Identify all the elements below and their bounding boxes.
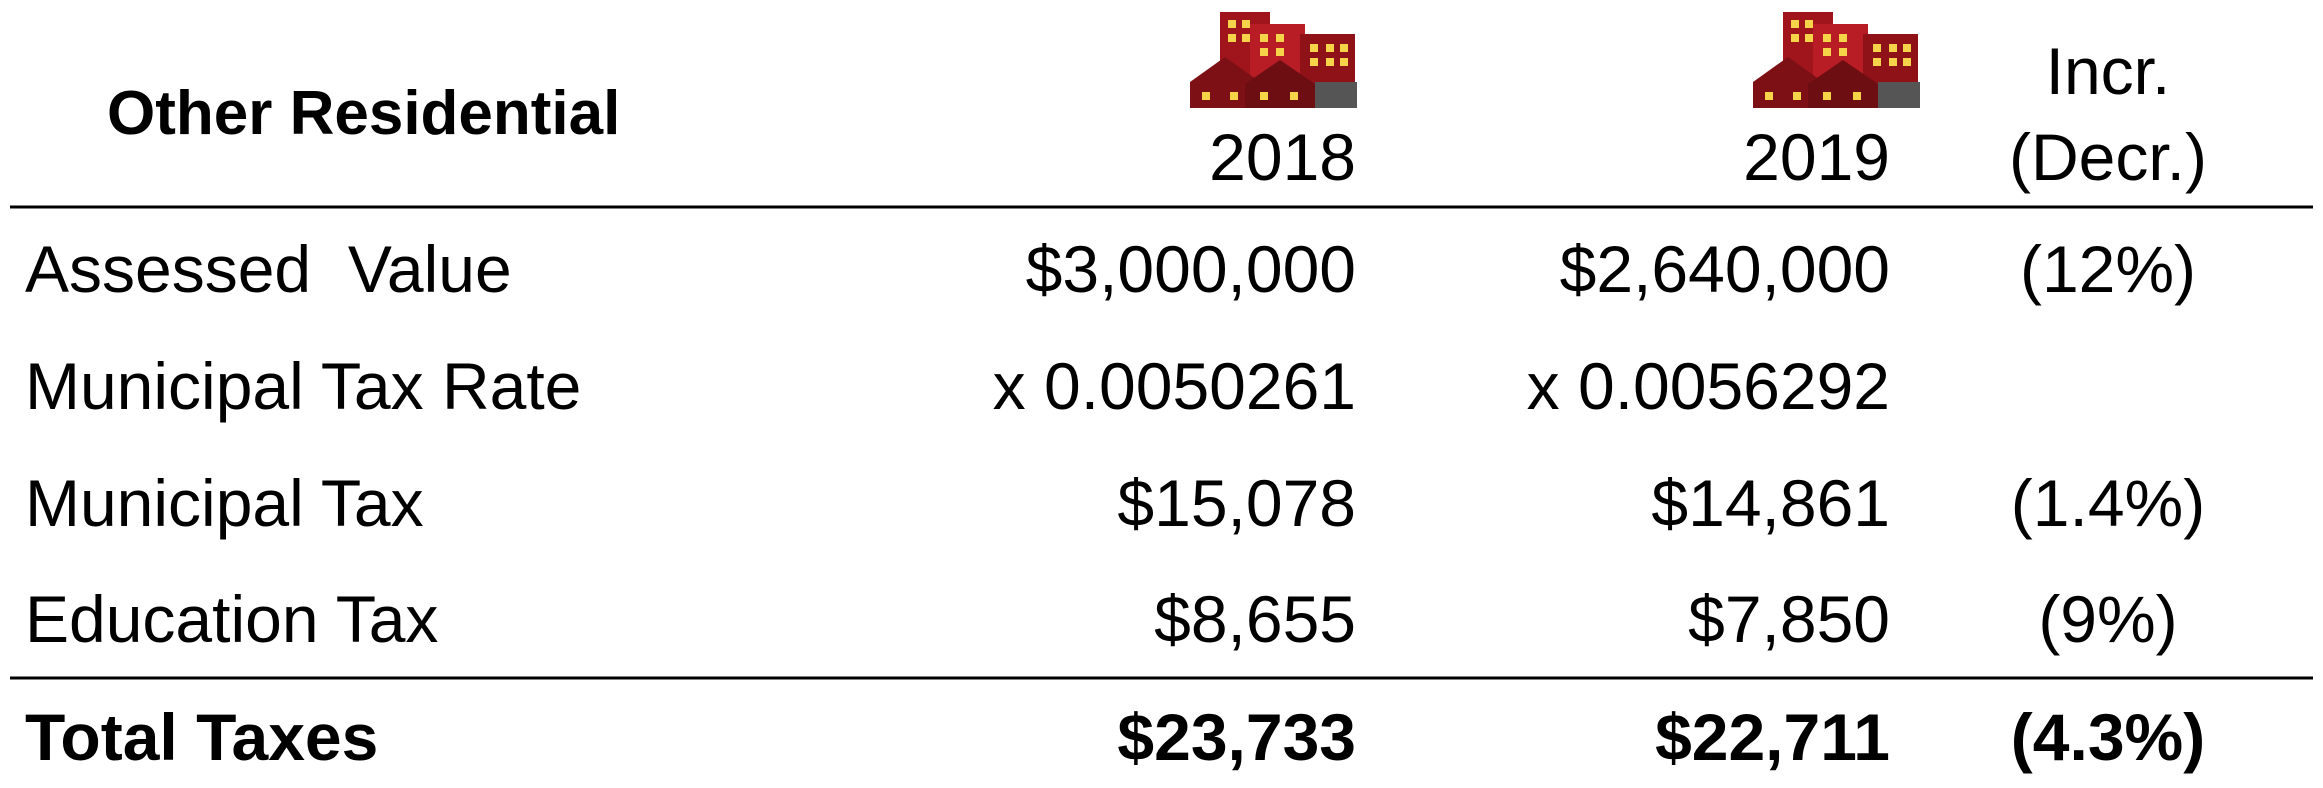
cell: $2,640,000 xyxy=(1560,232,1890,306)
cell: $3,000,000 xyxy=(1026,232,1356,306)
cell: $7,850 xyxy=(1688,582,1890,656)
row-label: Municipal Tax xyxy=(25,466,424,540)
row-label: Total Taxes xyxy=(25,700,378,774)
cell: $8,655 xyxy=(1154,582,1356,656)
row-label: Assessed Value xyxy=(25,232,512,306)
row-label: Education Tax xyxy=(25,582,438,656)
cell: (12%) xyxy=(2020,232,2196,306)
column-header: 2019 xyxy=(1743,120,1890,194)
cell: $14,861 xyxy=(1651,466,1890,540)
cell: (9%) xyxy=(2038,582,2177,656)
cell: x 0.0050261 xyxy=(993,349,1356,423)
cell: (1.4%) xyxy=(2011,466,2205,540)
cell: (4.3%) xyxy=(2011,700,2205,774)
cell: $15,078 xyxy=(1117,466,1356,540)
cell: x 0.0056292 xyxy=(1527,349,1890,423)
column-header: (Decr.) xyxy=(2009,120,2207,194)
column-header: Incr. xyxy=(2046,34,2171,108)
cell: $22,711 xyxy=(1655,700,1890,774)
building-icon xyxy=(1190,12,1357,108)
column-header: 2018 xyxy=(1209,120,1356,194)
table-title: Other Residential xyxy=(107,79,620,148)
cell: $23,733 xyxy=(1117,700,1356,774)
building-icon xyxy=(1753,12,1920,108)
row-label: Municipal Tax Rate xyxy=(25,349,581,423)
